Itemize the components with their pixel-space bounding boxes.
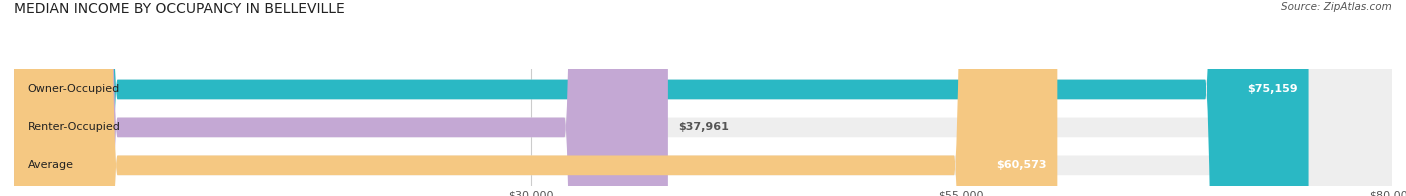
Text: $60,573: $60,573 xyxy=(997,160,1047,170)
FancyBboxPatch shape xyxy=(14,0,1392,196)
FancyBboxPatch shape xyxy=(14,0,668,196)
Text: Renter-Occupied: Renter-Occupied xyxy=(28,122,121,132)
Text: Average: Average xyxy=(28,160,75,170)
FancyBboxPatch shape xyxy=(14,0,1392,196)
FancyBboxPatch shape xyxy=(14,0,1309,196)
Text: $37,961: $37,961 xyxy=(678,122,730,132)
FancyBboxPatch shape xyxy=(14,0,1392,196)
Text: Source: ZipAtlas.com: Source: ZipAtlas.com xyxy=(1281,2,1392,12)
Text: Owner-Occupied: Owner-Occupied xyxy=(28,84,120,94)
Text: MEDIAN INCOME BY OCCUPANCY IN BELLEVILLE: MEDIAN INCOME BY OCCUPANCY IN BELLEVILLE xyxy=(14,2,344,16)
FancyBboxPatch shape xyxy=(14,0,1057,196)
Text: $75,159: $75,159 xyxy=(1247,84,1298,94)
